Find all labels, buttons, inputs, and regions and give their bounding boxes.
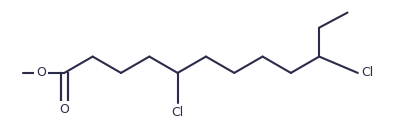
Text: O: O [36,66,46,79]
Text: O: O [59,103,69,116]
Text: Cl: Cl [172,106,184,119]
Text: Cl: Cl [361,66,374,79]
